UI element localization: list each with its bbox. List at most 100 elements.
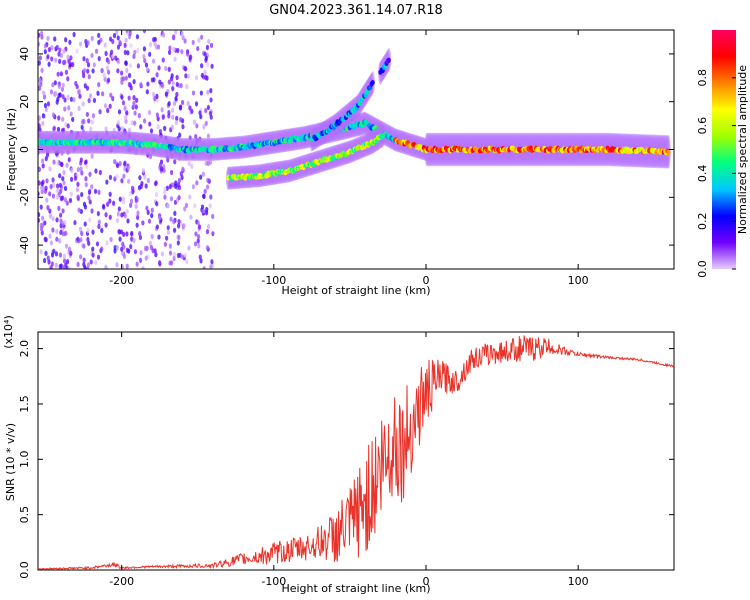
spectrogram-speckle (172, 34, 176, 40)
spectrogram-speckle (51, 82, 55, 88)
spectrogram-speckle (86, 62, 91, 68)
spectrogram-speckle (62, 169, 66, 176)
spectrogram-speckle (204, 74, 208, 80)
spectrogram-speckle (85, 111, 89, 118)
spectrogram-speckle (184, 73, 188, 79)
spectrogram-speckle (63, 97, 67, 103)
spectrogram-speckle (174, 120, 178, 126)
spectrogram-speckle (128, 191, 132, 197)
spectrogram-speckle (158, 128, 162, 135)
spectrogram-speckle (161, 57, 165, 63)
y-tick-label: 1.0 (18, 451, 31, 469)
spectrogram-speckle (206, 223, 211, 230)
spectrogram-speckle (172, 256, 176, 262)
spectrogram-speckle (192, 119, 197, 125)
spectrogram-speckle (47, 259, 51, 265)
snr-x-label: Height of straight line (km) (281, 582, 430, 595)
spectrogram-speckle (120, 212, 124, 218)
spectrogram-speckle (171, 80, 175, 86)
spectrogram-speckle (123, 49, 127, 55)
spectrogram-speckle (132, 100, 136, 106)
spectrogram-speckle (40, 189, 44, 195)
spectrogram-speckle (118, 196, 122, 202)
spectrogram-speckle (90, 184, 94, 190)
spectrogram-speckle (142, 53, 146, 60)
spectrogram-speckle (52, 159, 56, 165)
spectrogram-speckle (118, 39, 122, 45)
spectrogram-speckle (54, 90, 58, 96)
spectrogram-speckle (102, 72, 106, 78)
spectrogram-speckle (197, 243, 201, 249)
spectrogram-speckle (145, 66, 149, 72)
spectrogram-speckle (87, 195, 91, 201)
spectrogram-speckle (120, 250, 125, 256)
spectrogram-speckle (71, 116, 75, 123)
spectrogram-speckle (63, 219, 67, 225)
spectrogram-speckle (69, 96, 74, 102)
spectrogram-speckle (187, 245, 191, 251)
spectrogram-speckle (149, 128, 154, 134)
spectrogram-speckle (59, 195, 63, 202)
spectrogram-speckle (85, 164, 89, 170)
spectrogram-speckle (66, 123, 70, 129)
spectrogram-speckle (52, 248, 56, 254)
colorbar-tick-label: 0.8 (696, 69, 709, 87)
spectrogram-x-ticks: -200 -100 0 100 (109, 30, 589, 287)
spectrogram-speckle (173, 210, 177, 216)
spectrogram-speckle (124, 118, 128, 125)
spectrogram-speckle (132, 237, 136, 244)
spectrogram-speckle (75, 84, 79, 90)
spectrogram-speckle (116, 44, 121, 50)
spectrogram-speckle (62, 265, 66, 269)
spectrogram-speckle (54, 251, 59, 257)
spectrogram-speckle (133, 49, 137, 55)
spectrogram-speckle (180, 254, 184, 260)
spectrogram-speckle (95, 241, 100, 247)
spectrogram-speckle (173, 56, 177, 62)
spectrogram-speckle (87, 74, 91, 80)
spectrogram-speckle (199, 90, 203, 96)
spectrogram-speckle (155, 112, 159, 118)
spectrogram-speckle (41, 215, 45, 221)
spectrogram-speckle (108, 198, 112, 204)
spectrogram-speckle (97, 223, 101, 230)
spectrogram-speckle (82, 56, 86, 62)
spectrogram-speckle (98, 109, 102, 115)
spectrogram-speckle (123, 105, 127, 111)
spectrogram-speckle (115, 262, 119, 268)
spectrogram-speckle (169, 196, 174, 202)
spectrogram-speckle (105, 65, 109, 71)
spectrogram-speckle (41, 163, 45, 169)
spectrogram-speckle (59, 52, 63, 59)
spectrogram-speckle (182, 223, 186, 229)
spectrogram-speckle (205, 229, 210, 235)
spectrogram-speckle (187, 160, 191, 167)
spectrogram-speckle (108, 214, 112, 220)
spectrogram-speckle (153, 41, 157, 47)
spectrogram-speckle (118, 161, 122, 167)
spectrogram-speckle (176, 240, 180, 246)
spectrogram-speckle (180, 31, 184, 37)
spectrogram-speckle (64, 69, 69, 75)
spectrogram-speckle (181, 34, 185, 41)
spectrogram-speckle (76, 167, 80, 173)
spectrogram-speckle (86, 227, 90, 233)
spectrogram-speckle (154, 191, 159, 198)
spectrogram-speckle (127, 178, 131, 184)
spectrogram-speckle (203, 69, 207, 75)
spectrogram-speckle (186, 73, 191, 79)
spectrogram-speckle (160, 166, 164, 172)
spectrogram-speckle (194, 231, 198, 237)
spectrogram-speckle (59, 71, 63, 77)
spectrogram-speckle (145, 205, 149, 211)
spectrogram-speckle (202, 124, 206, 130)
spectrogram-speckle (41, 113, 45, 119)
spectrogram-speckle (58, 238, 62, 244)
spectrogram-marks (38, 30, 671, 269)
spectrogram-speckle (80, 170, 84, 176)
spectrogram-speckle (75, 48, 79, 54)
spectrogram-speckle (101, 91, 105, 97)
spectrogram-speckle (175, 74, 179, 81)
spectrogram-speckle (209, 97, 213, 103)
